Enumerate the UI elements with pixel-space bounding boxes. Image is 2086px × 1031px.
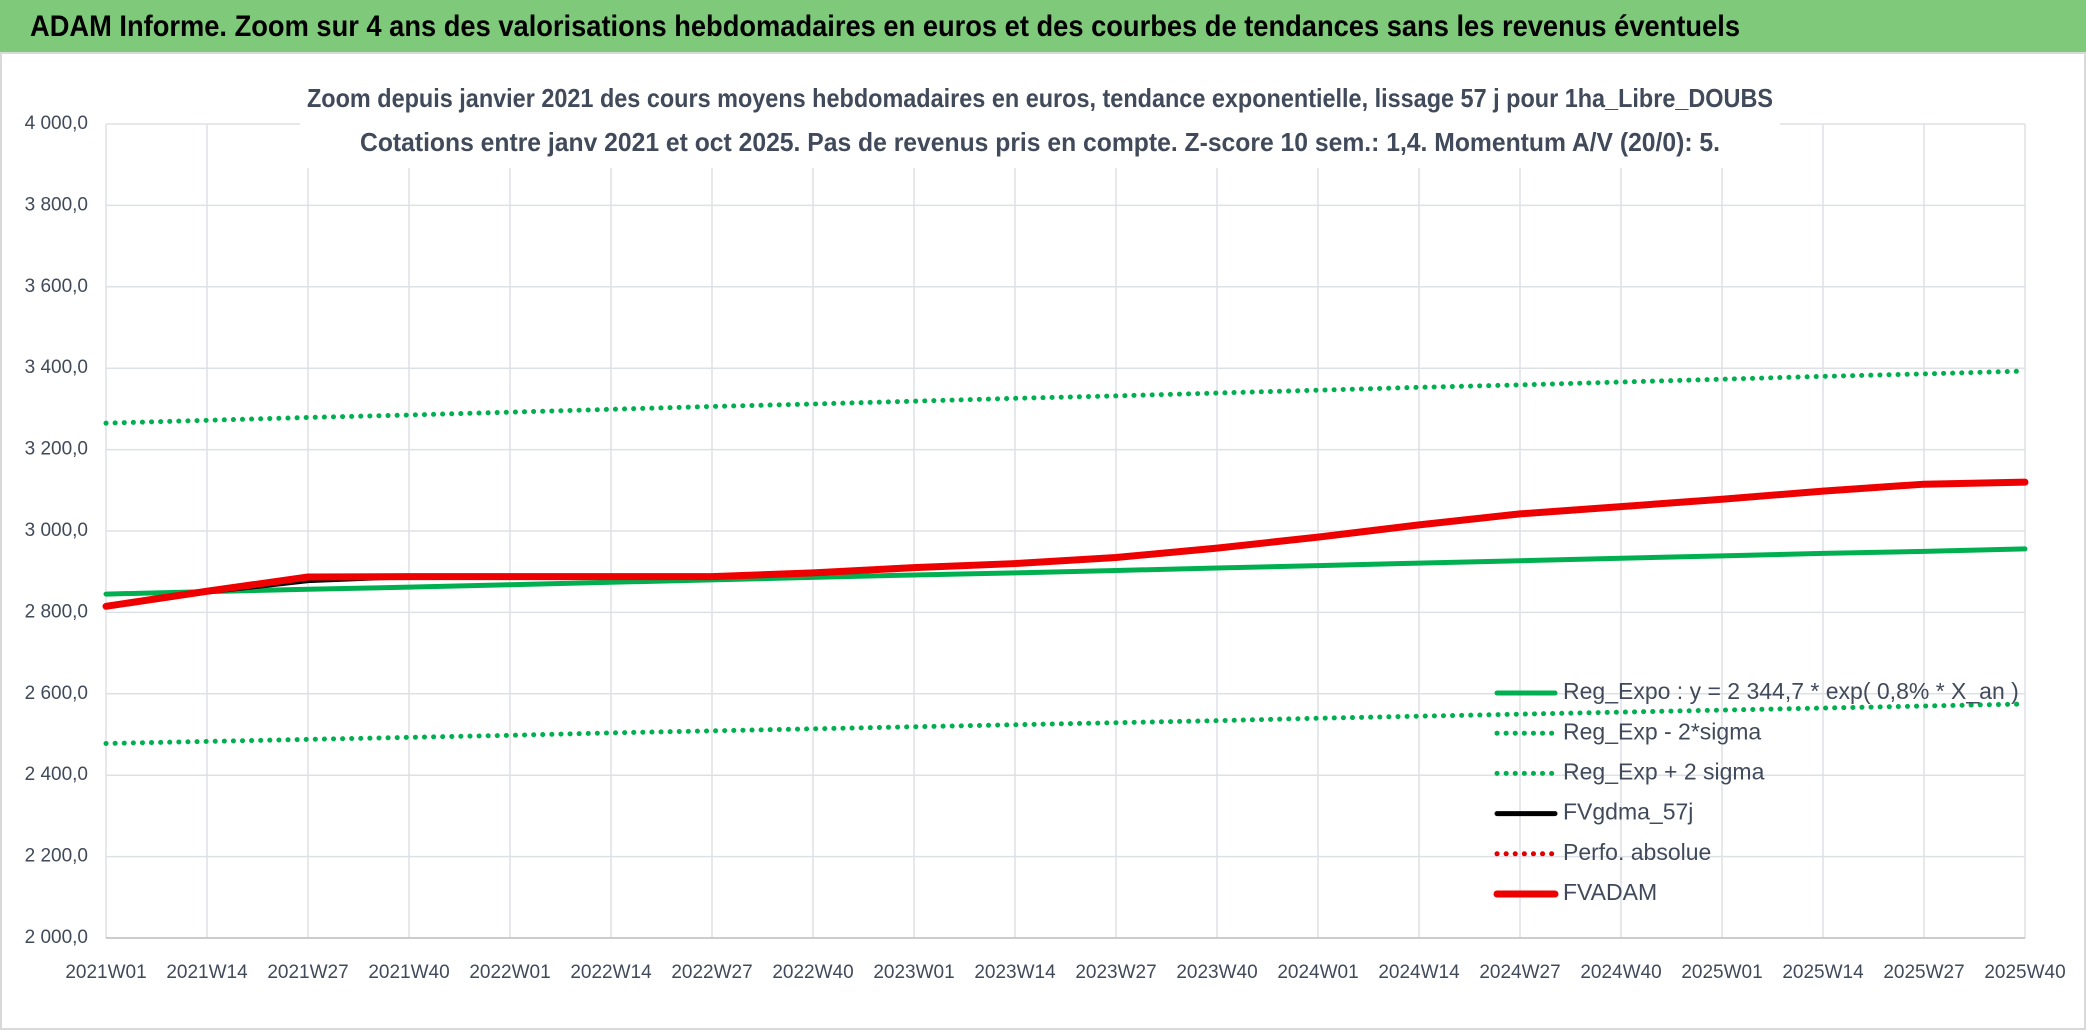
x-tick-label: 2024W40 xyxy=(1580,962,1661,983)
x-tick-label: 2025W14 xyxy=(1782,962,1864,983)
series-line xyxy=(103,701,2028,746)
x-tick-label: 2025W27 xyxy=(1883,962,1964,983)
y-tick-label: 4 000,0 xyxy=(25,113,88,134)
legend-label: Perfo. absolue xyxy=(1563,839,1711,865)
x-tick-label: 2023W14 xyxy=(974,962,1056,983)
chart-title: Zoom depuis janvier 2021 des cours moyen… xyxy=(307,83,1773,113)
y-tick-label: 3 000,0 xyxy=(25,520,88,541)
x-tick-label: 2025W01 xyxy=(1681,962,1762,983)
x-tick-label: 2021W01 xyxy=(65,962,146,983)
x-tick-label: 2024W01 xyxy=(1277,962,1358,983)
y-tick-label: 3 400,0 xyxy=(25,357,88,378)
legend-label: FVgdma_57j xyxy=(1563,799,1693,825)
chart-border xyxy=(0,52,2086,1030)
series-line xyxy=(103,368,2028,426)
legend-label: Reg_Expo : y = 2 344,7 * exp( 0,8% * X_a… xyxy=(1563,678,2019,704)
x-tick-label: 2023W40 xyxy=(1176,962,1257,983)
y-tick-label: 2 400,0 xyxy=(25,764,88,785)
x-tick-label: 2021W40 xyxy=(368,962,449,983)
y-tick-label: 2 000,0 xyxy=(25,927,88,948)
y-tick-label: 3 600,0 xyxy=(25,276,88,297)
series-line xyxy=(103,546,2028,597)
x-tick-label: 2023W27 xyxy=(1075,962,1156,983)
y-tick-label: 3 200,0 xyxy=(25,439,88,460)
x-tick-label: 2022W27 xyxy=(671,962,752,983)
y-tick-label: 3 800,0 xyxy=(25,194,88,215)
y-tick-label: 2 800,0 xyxy=(25,601,88,622)
x-tick-label: 2022W01 xyxy=(469,962,550,983)
header-title: ADAM Informe. Zoom sur 4 ans des valoris… xyxy=(30,10,1740,43)
series-line xyxy=(102,478,2029,610)
plot-area xyxy=(105,123,2026,939)
y-tick-label: 2 600,0 xyxy=(25,683,88,704)
legend-label: Reg_Exp + 2 sigma xyxy=(1563,758,1765,784)
x-tick-label: 2022W40 xyxy=(772,962,853,983)
x-tick-label: 2022W14 xyxy=(570,962,652,983)
x-tick-label: 2024W14 xyxy=(1378,962,1460,983)
legend-label: Reg_Exp - 2*sigma xyxy=(1563,718,1761,744)
header-banner xyxy=(0,0,2086,53)
x-tick-label: 2025W40 xyxy=(1984,962,2065,983)
legend-label: FVADAM xyxy=(1563,879,1657,905)
chart-subtitle: Cotations entre janv 2021 et oct 2025. P… xyxy=(360,127,1720,157)
x-tick-label: 2021W27 xyxy=(267,962,348,983)
x-tick-label: 2024W27 xyxy=(1479,962,1560,983)
y-tick-label: 2 200,0 xyxy=(25,846,88,867)
x-tick-label: 2023W01 xyxy=(873,962,954,983)
x-tick-label: 2021W14 xyxy=(166,962,248,983)
title-background xyxy=(300,80,1780,168)
